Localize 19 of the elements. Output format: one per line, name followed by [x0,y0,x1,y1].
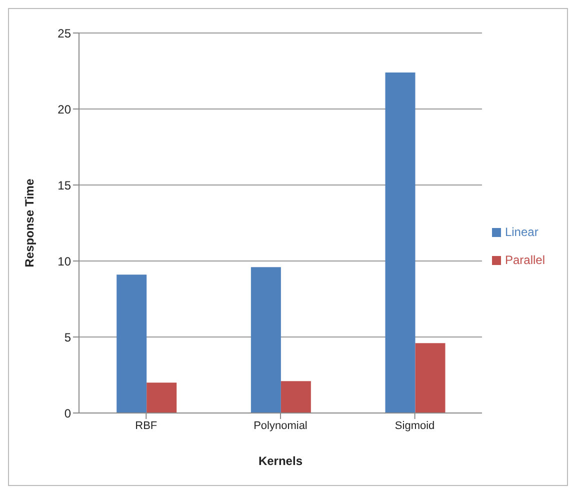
y-tick-label: 25 [58,26,72,40]
y-tick-label: 15 [58,178,72,192]
bar [415,343,446,413]
bar [385,72,416,413]
bar [250,267,281,413]
y-tick-label: 10 [58,254,72,268]
y-tick-label: 0 [64,406,72,420]
bar [116,274,147,413]
x-tick-label: Sigmoid [394,420,435,432]
bar [280,381,311,413]
y-tick-label: 5 [64,330,72,344]
x-axis-title: Kernels [258,454,303,468]
y-tick-label: 20 [58,102,72,116]
legend-label: Parallel [504,253,545,267]
x-tick-label: RBF [135,420,158,432]
x-tick-label: Polynomial [254,420,308,432]
legend-label: Linear [504,225,538,239]
bar [146,382,177,413]
y-axis-title: Response Time [22,178,36,268]
